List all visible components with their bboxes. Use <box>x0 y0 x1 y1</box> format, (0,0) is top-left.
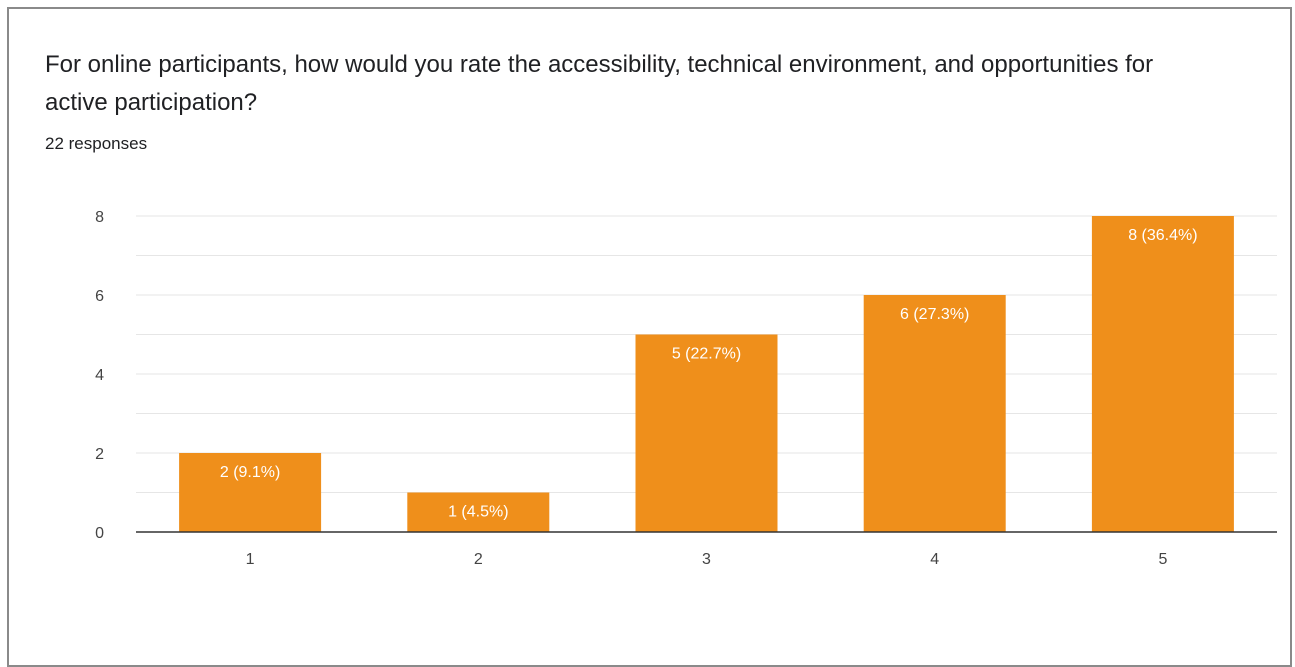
x-tick-label: 3 <box>702 551 711 568</box>
bar-2 <box>407 492 550 532</box>
bar-4 <box>863 295 1006 532</box>
x-tick-label: 2 <box>474 551 483 568</box>
data-label: 6 (27.3%) <box>900 306 969 323</box>
y-tick-label: 4 <box>95 367 104 384</box>
question-title: For online participants, how would you r… <box>45 51 1154 116</box>
response-count: 22 responses <box>45 134 148 153</box>
data-label: 1 (4.5%) <box>448 504 508 521</box>
data-label: 8 (36.4%) <box>1128 227 1197 244</box>
y-tick-label: 6 <box>95 288 104 305</box>
bar-5 <box>1091 216 1234 532</box>
data-label: 2 (9.1%) <box>220 464 280 481</box>
bar-3 <box>635 334 778 532</box>
data-label: 5 (22.7%) <box>672 346 741 363</box>
y-tick-label: 2 <box>95 446 104 463</box>
bar-1 <box>179 453 322 532</box>
x-tick-label: 1 <box>246 551 255 568</box>
x-tick-label: 4 <box>930 551 939 568</box>
y-tick-label: 0 <box>95 525 104 542</box>
y-tick-label: 8 <box>95 209 104 226</box>
x-tick-label: 5 <box>1158 551 1167 568</box>
